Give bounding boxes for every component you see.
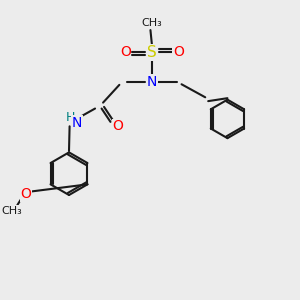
Text: O: O xyxy=(120,45,131,59)
Text: CH₃: CH₃ xyxy=(1,206,22,216)
Text: S: S xyxy=(147,45,157,60)
Text: N: N xyxy=(72,116,83,130)
Text: H: H xyxy=(66,111,75,124)
Text: O: O xyxy=(112,119,123,133)
Text: N: N xyxy=(147,75,157,89)
Text: O: O xyxy=(173,45,184,59)
Text: O: O xyxy=(21,188,32,201)
Text: CH₃: CH₃ xyxy=(142,18,162,28)
